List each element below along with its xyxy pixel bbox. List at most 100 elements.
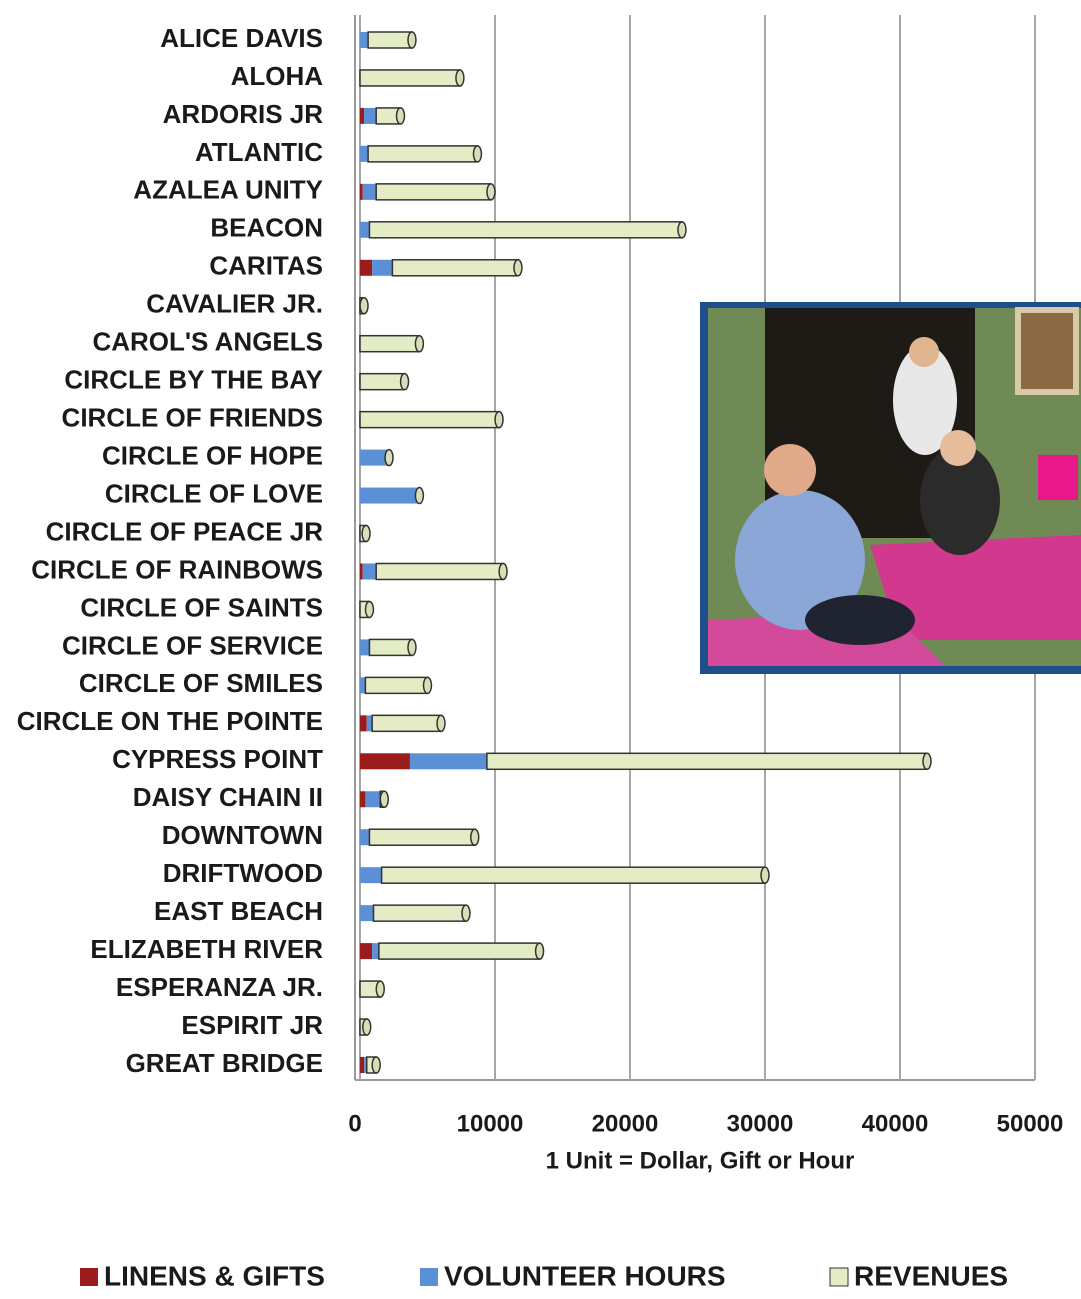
bar-segment	[364, 1057, 367, 1073]
photo-face	[909, 337, 939, 367]
category-label: CYPRESS POINT	[112, 744, 323, 774]
category-label: ESPERANZA JR.	[116, 972, 323, 1002]
bar-segment	[360, 183, 363, 200]
bar-cap	[461, 904, 471, 922]
category-label: CIRCLE OF LOVE	[105, 478, 323, 508]
category-label: CIRCLE BY THE BAY	[64, 365, 323, 395]
bar-segment	[360, 221, 370, 238]
category-label: DOWNTOWN	[162, 820, 323, 850]
bar-segment	[372, 259, 393, 276]
bar-segment	[360, 145, 369, 162]
x-tick-label: 0	[348, 1110, 361, 1137]
bar-segment	[360, 107, 365, 124]
bar-segment	[409, 753, 487, 770]
photo-person	[735, 490, 865, 630]
bar-cap	[361, 524, 371, 543]
x-tick-label: 10000	[457, 1110, 524, 1137]
bar-cap	[486, 183, 496, 201]
category-label: DAISY CHAIN II	[133, 782, 323, 812]
bar-segment	[359, 334, 421, 353]
bar-segment	[362, 563, 377, 580]
category-label: AZALEA UNITY	[133, 175, 323, 205]
bar-segment	[360, 829, 370, 846]
category-label: ESPIRIT JR	[181, 1010, 323, 1040]
category-label: CIRCLE ON THE POINTE	[17, 706, 323, 736]
bar-segment	[360, 753, 410, 770]
category-label: EAST BEACH	[154, 896, 323, 926]
photo-person	[920, 445, 1000, 555]
bar-segment	[368, 638, 413, 657]
bar-segment	[371, 714, 442, 733]
bar-cap	[395, 107, 406, 125]
bar-segment	[360, 563, 363, 580]
bar-segment	[360, 715, 367, 732]
bar-segment	[360, 1057, 365, 1073]
bar-segment	[375, 183, 492, 201]
bar-cap	[371, 1056, 381, 1074]
x-tick-label: 20000	[592, 1110, 659, 1137]
category-label: CAVALIER JR.	[146, 289, 323, 319]
bar-segment	[368, 221, 683, 239]
bar-cap	[407, 638, 417, 657]
bar-segment	[367, 31, 413, 49]
bar-segment	[364, 676, 429, 695]
bar-cap	[498, 562, 508, 581]
bar-cap	[375, 980, 385, 998]
category-label: BEACON	[210, 213, 323, 243]
bar-segment	[360, 32, 369, 48]
photo-face	[764, 444, 816, 496]
category-label: CIRCLE OF RAINBOWS	[31, 554, 323, 584]
photo-skirt	[805, 595, 915, 645]
category-label: GREAT BRIDGE	[126, 1048, 323, 1078]
bar-cap	[362, 1018, 372, 1036]
bar-segment	[360, 791, 366, 808]
bar-segment	[360, 449, 390, 466]
bar-segment	[360, 639, 370, 656]
bar-segment	[378, 942, 541, 960]
bar-segment	[365, 791, 381, 808]
bar-cap	[677, 221, 687, 239]
bar-segment	[360, 943, 373, 960]
bar-segment	[359, 372, 406, 391]
bar-cap	[760, 866, 770, 884]
x-axis-label: 1 Unit = Dollar, Gift or Hour	[546, 1147, 855, 1174]
photo-picture	[1015, 307, 1079, 395]
legend-label: VOLUNTEER HOURS	[444, 1260, 726, 1291]
category-label: CIRCLE OF SERVICE	[62, 630, 323, 660]
category-label: ATLANTIC	[195, 137, 323, 167]
bar-cap	[922, 752, 932, 771]
photo	[700, 302, 1081, 674]
x-tick-label: 30000	[727, 1110, 794, 1137]
bar-cap	[399, 372, 410, 391]
bar-cap	[472, 145, 483, 163]
category-label: CIRCLE OF HOPE	[102, 440, 323, 470]
bar-cap	[470, 828, 480, 846]
category-label: CIRCLE OF FRIENDS	[62, 403, 323, 433]
bar-segment	[360, 867, 382, 884]
bar-segment	[360, 259, 373, 276]
bar-segment	[359, 410, 500, 429]
x-tick-label: 40000	[862, 1110, 929, 1137]
bar-segment	[360, 487, 420, 504]
bar-segment	[364, 107, 377, 124]
bar-cap	[364, 600, 375, 619]
bar-cap	[359, 296, 369, 315]
category-label: DRIFTWOOD	[163, 858, 323, 888]
photo-bag	[1038, 455, 1078, 500]
bar-segment	[372, 943, 379, 960]
legend-item: LINENS & GIFTS	[80, 1260, 325, 1291]
bar-cap	[422, 676, 433, 695]
bar-cap	[414, 486, 425, 505]
bar-segment	[391, 259, 519, 277]
bar-segment	[360, 677, 366, 694]
x-tick-label: 50000	[997, 1110, 1064, 1137]
bar-cap	[534, 942, 545, 960]
bar-segment	[360, 905, 374, 922]
photo-person	[893, 345, 957, 455]
bar-segment	[380, 866, 766, 884]
bar-segment	[359, 69, 461, 87]
bar-segment	[372, 904, 467, 922]
bar-cap	[384, 448, 394, 467]
